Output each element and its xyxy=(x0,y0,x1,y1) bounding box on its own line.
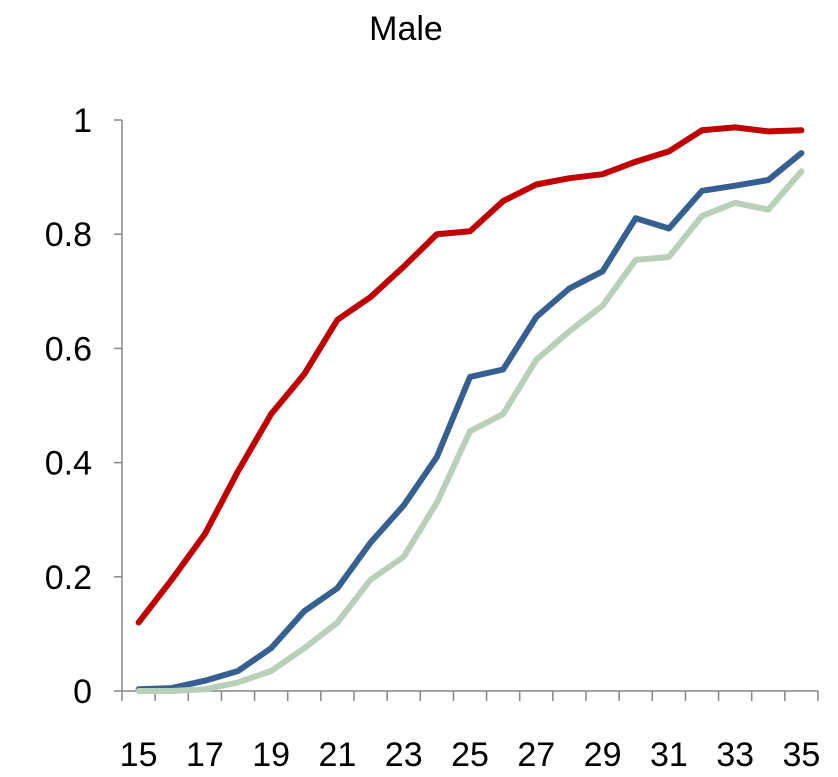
y-tick-label: 0.2 xyxy=(45,559,92,597)
y-tick-label: 0.8 xyxy=(45,216,92,254)
x-tick-label: 31 xyxy=(650,736,688,774)
series-line-3 xyxy=(135,168,805,694)
y-tick-label: 0.4 xyxy=(45,445,92,483)
x-tick-label: 27 xyxy=(517,736,555,774)
y-tick-label: 1 xyxy=(73,102,92,140)
series-line-2 xyxy=(135,150,805,693)
x-tick-label: 23 xyxy=(385,736,423,774)
x-tick-label: 21 xyxy=(319,736,357,774)
x-tick-label: 17 xyxy=(186,736,224,774)
x-tick-label: 29 xyxy=(584,736,622,774)
x-tick-label: 15 xyxy=(120,736,158,774)
axes xyxy=(114,119,819,701)
x-tick-label: 35 xyxy=(783,736,821,774)
series-layer xyxy=(135,124,805,694)
tick-labels: 0 0.2 0.4 0.6 0.8 1 15 17 19 21 23 25 27 29 31 33 35 xyxy=(45,102,821,774)
y-tick-label: 0.6 xyxy=(45,330,92,368)
chart-title: Male xyxy=(369,10,443,48)
series-line-1 xyxy=(135,124,805,626)
y-tick-label: 0 xyxy=(73,673,92,711)
x-tick-label: 33 xyxy=(716,736,754,774)
x-tick-label: 25 xyxy=(451,736,489,774)
x-tick-label: 19 xyxy=(252,736,290,774)
